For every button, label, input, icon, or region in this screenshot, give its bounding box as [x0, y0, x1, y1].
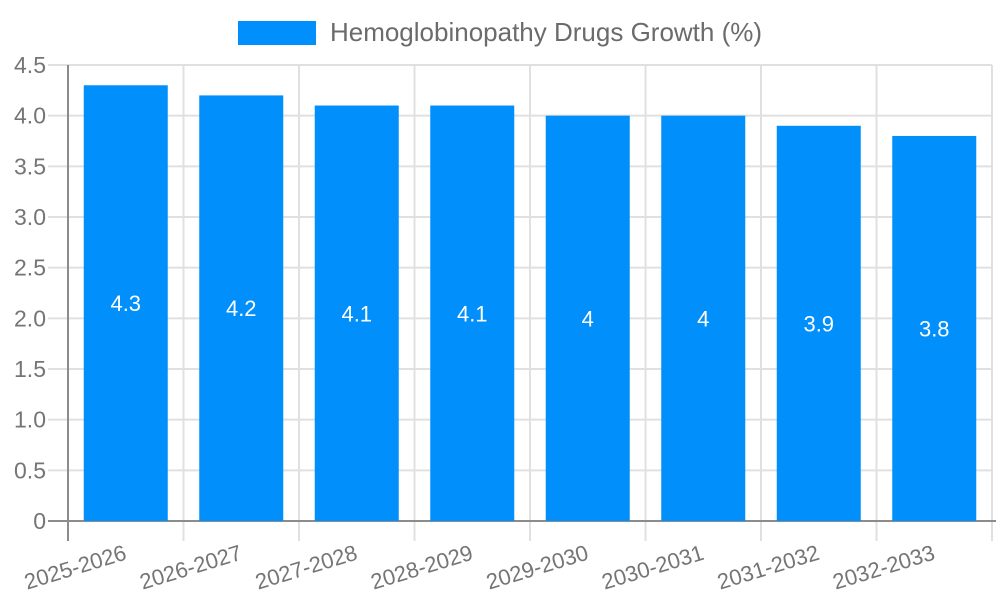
y-axis-tick-label: 4.5	[14, 52, 46, 78]
bar[interactable]	[83, 85, 168, 522]
y-axis-tick-label: 2.0	[14, 305, 46, 331]
bar-value-label: 4.1	[341, 301, 372, 326]
bar-value-label: 3.8	[919, 316, 950, 341]
bar[interactable]	[892, 135, 977, 521]
x-axis-tick-label: 2027-2028	[252, 540, 360, 595]
bar-value-label: 4	[697, 306, 709, 331]
x-axis-tick-label: 2025-2026	[21, 540, 129, 595]
legend-swatch-icon	[237, 20, 316, 45]
x-axis-tick-label: 2029-2030	[483, 540, 591, 595]
bar[interactable]	[314, 105, 399, 522]
bar-value-label: 3.9	[803, 311, 834, 336]
x-axis-tick-label: 2032-2033	[830, 540, 938, 595]
bar-value-label: 4.3	[110, 291, 141, 316]
legend-item[interactable]: Hemoglobinopathy Drugs Growth (%)	[237, 17, 763, 48]
y-axis-tick-label: 2.5	[14, 255, 46, 281]
bar[interactable]	[545, 115, 630, 522]
bar[interactable]	[776, 125, 861, 522]
bar[interactable]	[430, 105, 515, 522]
bar-value-label: 4	[582, 306, 594, 331]
y-axis-tick-label: 0	[33, 508, 46, 534]
bar-value-label: 4.2	[226, 296, 257, 321]
y-axis-tick-label: 4.0	[14, 103, 46, 129]
bar-value-label: 4.1	[457, 301, 488, 326]
y-axis-tick-label: 1.5	[14, 356, 46, 382]
chart-legend: Hemoglobinopathy Drugs Growth (%)	[0, 17, 1000, 48]
x-axis-tick-label: 2028-2029	[368, 540, 476, 595]
bar[interactable]	[661, 115, 746, 522]
x-axis-tick-label: 2030-2031	[599, 540, 707, 595]
x-axis-tick-label: 2031-2032	[714, 540, 822, 595]
legend-label: Hemoglobinopathy Drugs Growth (%)	[329, 17, 763, 47]
y-axis-tick-label: 0.5	[14, 457, 46, 483]
y-axis-tick-label: 3.5	[14, 153, 46, 179]
x-axis-tick-label: 2026-2027	[137, 540, 245, 595]
y-axis-tick-label: 3.0	[14, 204, 46, 230]
bar[interactable]	[199, 95, 284, 522]
y-axis-tick-label: 1.0	[14, 407, 46, 433]
